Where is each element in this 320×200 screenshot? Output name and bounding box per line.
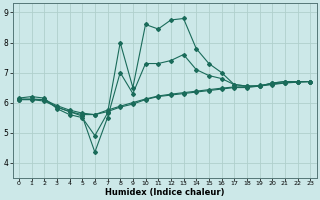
X-axis label: Humidex (Indice chaleur): Humidex (Indice chaleur): [105, 188, 224, 197]
